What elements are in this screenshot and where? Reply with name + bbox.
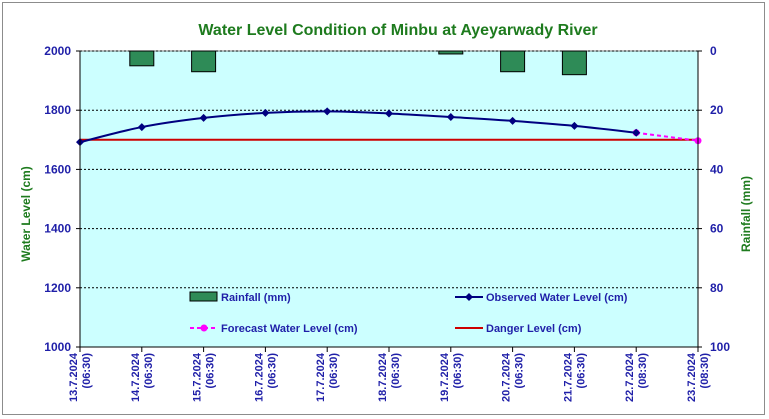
x-tick-label: 16.7.2024(06:30): [253, 352, 278, 402]
legend-rainfall-swatch: [189, 291, 218, 302]
observed-point: [632, 128, 641, 137]
x-tick-label: 22.7.2024(08:30): [624, 352, 649, 402]
rainfall-bar: [561, 50, 587, 76]
y-right-tick-label: 20: [710, 103, 724, 117]
legend-danger-label: Danger Level (cm): [486, 323, 582, 335]
y-left-tick-label: 1000: [44, 340, 71, 354]
y-left-tick-label: 1600: [44, 162, 71, 176]
observed-point: [570, 121, 579, 130]
observed-point: [261, 108, 270, 117]
y-right-tick-label: 0: [710, 44, 717, 58]
legend: Rainfall (mm) Observed Water Level (cm) Fo…: [189, 291, 628, 335]
x-tick-label: 18.7.2024(06:30): [377, 352, 402, 402]
x-tick-label: 19.7.2024(06:30): [439, 352, 464, 402]
observed-point: [323, 107, 332, 116]
x-tick-label: 17.7.2024(06:30): [315, 352, 340, 402]
observed-point: [199, 113, 208, 122]
legend-forecast-marker: [200, 324, 208, 332]
y-right-tick-label: 80: [710, 281, 724, 295]
plot-area: [79, 50, 699, 348]
series-lines: [76, 107, 702, 147]
legend-rainfall-label: Rainfall (mm): [221, 292, 291, 304]
y-axis-left-label: Water Level (cm): [19, 166, 33, 262]
observed-point: [446, 113, 455, 122]
x-tick-label: 23.7.2024(08:30): [686, 352, 711, 402]
y-right-tick-label: 100: [710, 340, 730, 354]
observed-point: [385, 109, 393, 118]
observed-point: [508, 116, 517, 125]
legend-observed-label: Observed Water Level (cm): [486, 292, 628, 304]
chart-title: Water Level Condition of Minbu at Ayeyar…: [198, 22, 597, 39]
x-tick-label: 21.7.2024(06:30): [562, 352, 587, 402]
y-left-tick-label: 1200: [44, 281, 71, 295]
y-right-tick-label: 40: [710, 162, 724, 176]
y-left-tick-label: 1400: [44, 222, 71, 236]
x-tick-label: 20.7.2024(06:30): [501, 352, 526, 402]
rainfall-bar: [191, 50, 217, 73]
legend-observed-marker: [465, 293, 473, 301]
x-tick-label: 15.7.2024(06:30): [192, 352, 217, 402]
rainfall-bar: [500, 50, 526, 73]
legend-forecast-label: Forecast Water Level (cm): [221, 323, 358, 335]
rainfall-bar: [129, 50, 155, 67]
y-right-tick-label: 60: [710, 222, 724, 236]
axes: 1000 1200 1400 1600 1800 2000 0 20 40 60 80 100 13.7…: [44, 44, 730, 402]
y-left-tick-label: 2000: [44, 44, 71, 58]
rainfall-bars: [129, 50, 587, 76]
observed-point: [137, 123, 146, 132]
observed-water-level-line: [79, 110, 637, 144]
y-axis-right-label: Rainfall (mm): [739, 176, 753, 252]
x-tick-label: 13.7.2024(06:30): [68, 352, 93, 402]
x-tick-label: 14.7.2024(06:30): [130, 352, 155, 402]
rainfall-bar: [438, 50, 464, 55]
y-left-tick-label: 1800: [44, 103, 71, 117]
